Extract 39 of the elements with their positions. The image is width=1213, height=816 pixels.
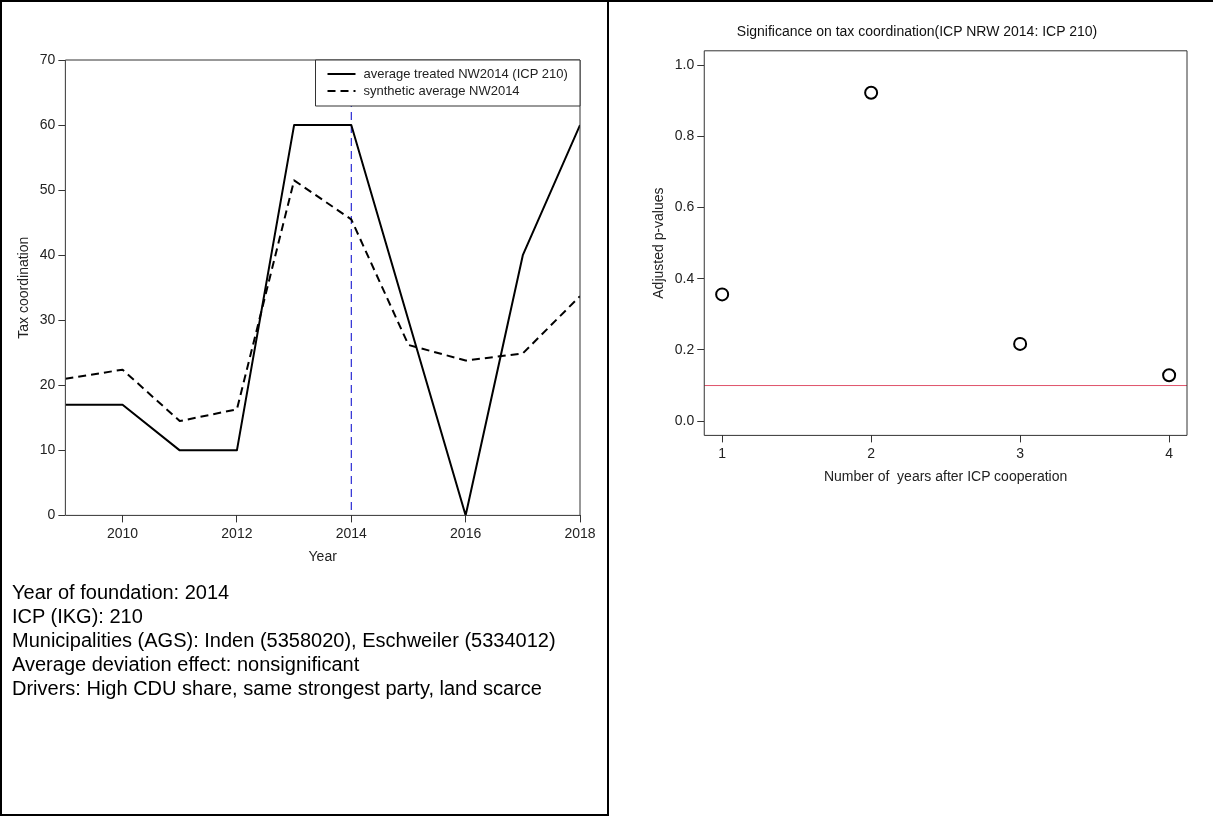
y-tick-label: 0.4: [674, 269, 695, 286]
y-tick-label: 70: [39, 50, 56, 67]
legend-label: average treated NW2014 (ICP 210): [363, 65, 568, 81]
point: [1162, 368, 1177, 383]
text: Year of foundation: 2014: [12, 580, 231, 604]
x-tick-label: 2010: [106, 524, 139, 541]
y-tick-label: 0.2: [674, 340, 695, 357]
y-tick-label: 0: [47, 506, 56, 523]
text: Average deviation effect: nonsignificant: [12, 652, 361, 676]
x-tick-label: 1: [718, 444, 727, 461]
chart-title: Significance on tax coordination(ICP NRW 2014: ICP 210): [736, 23, 1098, 40]
y-tick-label: 0.6: [674, 198, 695, 215]
y-axis-title: Tax coordination: [15, 236, 32, 339]
point: [1013, 336, 1028, 351]
x-tick-label: 2: [867, 444, 876, 461]
y-tick-label: 30: [39, 311, 56, 328]
y-tick-label: 50: [39, 180, 56, 197]
y-tick-label: 0.0: [674, 412, 695, 429]
x-tick-label: 2014: [335, 524, 368, 541]
y-tick-label: 1.0: [674, 55, 695, 72]
y-tick-label: 20: [39, 376, 56, 393]
y-tick-label: 10: [39, 441, 56, 458]
text: ICP (IKG): 210: [12, 604, 144, 628]
y-tick-label: 60: [39, 115, 56, 132]
y-axis-title: Adjusted p-values: [650, 187, 667, 299]
x-axis-title: Number of years after ICP cooperation: [823, 468, 1068, 485]
x-tick-label: 3: [1016, 444, 1025, 461]
point: [715, 287, 730, 302]
text: Municipalities (AGS): Inden (5358020), Eschweiler (5334012): [12, 628, 557, 652]
x-tick-label: 2018: [564, 524, 596, 541]
legend-label: synthetic average NW2014: [363, 82, 520, 98]
x-tick-label: 4: [1165, 444, 1174, 461]
x-tick-label: 2012: [221, 524, 253, 541]
y-tick-label: 40: [39, 246, 56, 263]
x-axis-title: Year: [308, 548, 338, 565]
x-tick-label: 2016: [450, 524, 482, 541]
text: Drivers: High CDU share, same strongest party, land scarce: [12, 676, 543, 700]
y-tick-label: 0.8: [674, 127, 695, 144]
point: [864, 85, 879, 100]
